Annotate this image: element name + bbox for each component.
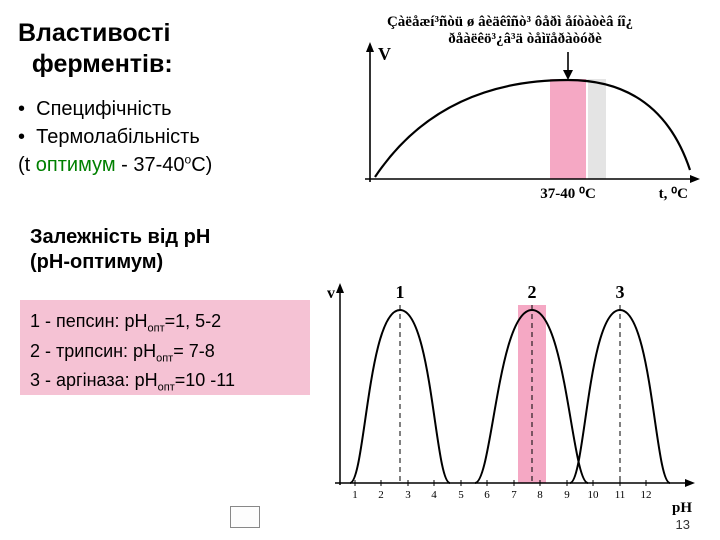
chart2-y-arrow bbox=[336, 283, 344, 293]
subtitle: Залежність від рН (рН-оптимум) bbox=[30, 225, 210, 275]
title-l2: ферментів: bbox=[32, 50, 173, 78]
chart1-pink-band bbox=[550, 79, 586, 179]
chart2-peak-3: 3 bbox=[616, 282, 625, 302]
sub-l1: Залежність від рН bbox=[30, 226, 210, 248]
chart1-curve bbox=[375, 80, 690, 177]
chart1-x-tick: 37-40 ⁰С bbox=[540, 186, 596, 202]
svg-text:10: 10 bbox=[588, 489, 600, 501]
page-number: 13 bbox=[676, 517, 690, 532]
small-box bbox=[230, 506, 260, 528]
b3-post: - 37-40 bbox=[116, 154, 185, 176]
box-line-3: 3 - аргіназа: рНопт=10 -11 bbox=[30, 367, 300, 397]
svg-text:9: 9 bbox=[564, 489, 570, 501]
chart2-peak-1: 1 bbox=[396, 282, 405, 302]
temperature-chart: Çàëåæí³ñòü ø âèäêîñò³ ôåðì åíòàòèâ íî¿ ð… bbox=[310, 12, 705, 212]
svg-text:3: 3 bbox=[405, 489, 411, 501]
bullet-list: • Специфічність • Термолабільність (t оп… bbox=[18, 95, 212, 179]
chart1-title-1: Çàëåæí³ñòü ø âèäêîñò³ ôåðì åíòàòèâ íî¿ bbox=[387, 14, 633, 30]
b3-pre: (t bbox=[18, 154, 36, 176]
chart2-x-label: pH bbox=[672, 500, 692, 516]
enzyme-ph-box: 1 - пепсин: рНопт=1, 5-2 2 - трипсин: рН… bbox=[20, 300, 310, 395]
svg-text:2: 2 bbox=[378, 489, 384, 501]
chart1-y-arrow bbox=[366, 42, 374, 52]
svg-text:12: 12 bbox=[641, 489, 652, 501]
chart1-x-arrow bbox=[690, 175, 700, 183]
chart1-x-label: t, ⁰С bbox=[659, 186, 688, 202]
b3-end: С) bbox=[191, 154, 212, 176]
chart1-arrow-head bbox=[563, 70, 573, 80]
svg-text:5: 5 bbox=[458, 489, 464, 501]
bullet-1: Специфічність bbox=[36, 98, 171, 120]
svg-text:4: 4 bbox=[431, 489, 437, 501]
chart2-peak-2: 2 bbox=[528, 282, 537, 302]
svg-text:1: 1 bbox=[352, 489, 358, 501]
bullet-2: Термолабільність bbox=[36, 126, 200, 148]
svg-text:11: 11 bbox=[615, 489, 626, 501]
svg-text:7: 7 bbox=[511, 489, 517, 501]
chart2-v-label: v bbox=[327, 285, 335, 302]
sub-l2: (рН-оптимум) bbox=[30, 251, 163, 273]
b3-opt: оптимум bbox=[36, 154, 116, 176]
svg-text:8: 8 bbox=[537, 489, 543, 501]
box-line-1: 1 - пепсин: рНопт=1, 5-2 bbox=[30, 308, 300, 338]
chart1-title-2: ðåàëêö³¿â³ä òåìïåðàòóðè bbox=[448, 31, 602, 47]
svg-text:6: 6 bbox=[484, 489, 490, 501]
chart2-x-ticks: 1 2 3 4 5 6 7 8 9 10 11 12 bbox=[352, 489, 651, 501]
slide-title: Властивості ферментів: bbox=[18, 18, 173, 81]
title-l1: Властивості bbox=[18, 19, 170, 47]
chart2-x-arrow bbox=[685, 479, 695, 487]
chart1-grey-band bbox=[588, 79, 606, 179]
chart2-pink-band bbox=[518, 305, 546, 483]
chart1-v-label: V bbox=[378, 44, 391, 64]
ph-chart: v 1 2 3 1 2 3 4 5 6 7 8 9 10 11 12 bbox=[320, 280, 705, 530]
box-line-2: 2 - трипсин: рНопт= 7-8 bbox=[30, 338, 300, 368]
